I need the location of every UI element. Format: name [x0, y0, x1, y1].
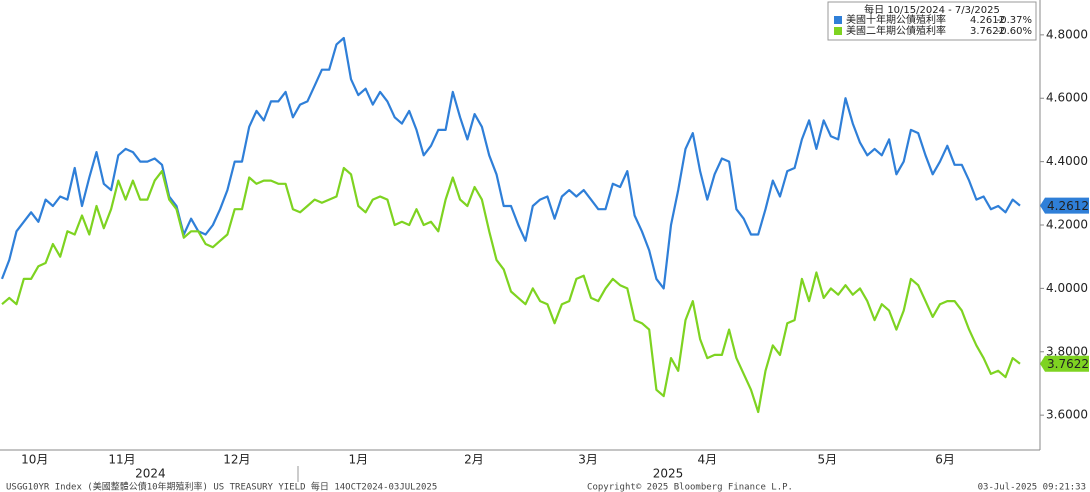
legend-box [827, 1, 1037, 41]
x-tick-label: 6月 [935, 453, 955, 467]
series-line [0, 36, 1021, 290]
x-tick-label: 11月 [108, 453, 135, 467]
legend-change: -0.60% [997, 26, 1032, 37]
year-label: 2025 [653, 467, 684, 481]
x-tick-label: 4月 [698, 453, 718, 467]
y-tick-label: 4.2000 [1046, 218, 1088, 232]
x-tick-label: 5月 [817, 453, 837, 467]
last-value-label: 4.2612 [1047, 199, 1089, 213]
y-tick-label: 4.8000 [1046, 27, 1088, 41]
last-value-box [1040, 197, 1089, 214]
legend-title: 每日 10/15/2024 - 7/3/2025 [864, 3, 1000, 16]
legend-change: -0.37% [997, 15, 1032, 26]
y-tick-label: 4.4000 [1046, 154, 1088, 168]
x-tick-label: 3月 [578, 453, 598, 467]
year-label: 2024 [135, 467, 166, 481]
legend-swatch [834, 16, 842, 24]
legend-value: 3.7622 [970, 26, 1005, 37]
legend-value: 4.2612 [970, 15, 1005, 26]
series-line [1, 166, 1021, 414]
y-tick-label: 4.0000 [1046, 281, 1088, 295]
x-tick-label: 1月 [348, 453, 368, 467]
y-tick-label: 3.6000 [1046, 408, 1088, 422]
y-tick-label: 3.8000 [1046, 344, 1088, 358]
footer-center: Copyright© 2025 Bloomberg Finance L.P. [587, 483, 793, 492]
x-tick-label: 2月 [464, 453, 484, 467]
y-tick-label: 4.6000 [1046, 91, 1088, 105]
footer-right: 03-Jul-2025 09:21:33 [978, 483, 1086, 492]
legend-swatch [834, 27, 842, 35]
last-value-box [1040, 355, 1089, 372]
footer-left: USGG10YR Index (美國整體公債10年期殖利率) US TREASU… [6, 481, 437, 492]
legend-label: 美國十年期公債殖利率 [846, 13, 946, 26]
legend-label: 美國二年期公債殖利率 [846, 24, 946, 37]
last-value-label: 3.7622 [1047, 357, 1089, 371]
x-tick-label: 10月 [21, 453, 48, 467]
x-tick-label: 12月 [223, 453, 250, 467]
